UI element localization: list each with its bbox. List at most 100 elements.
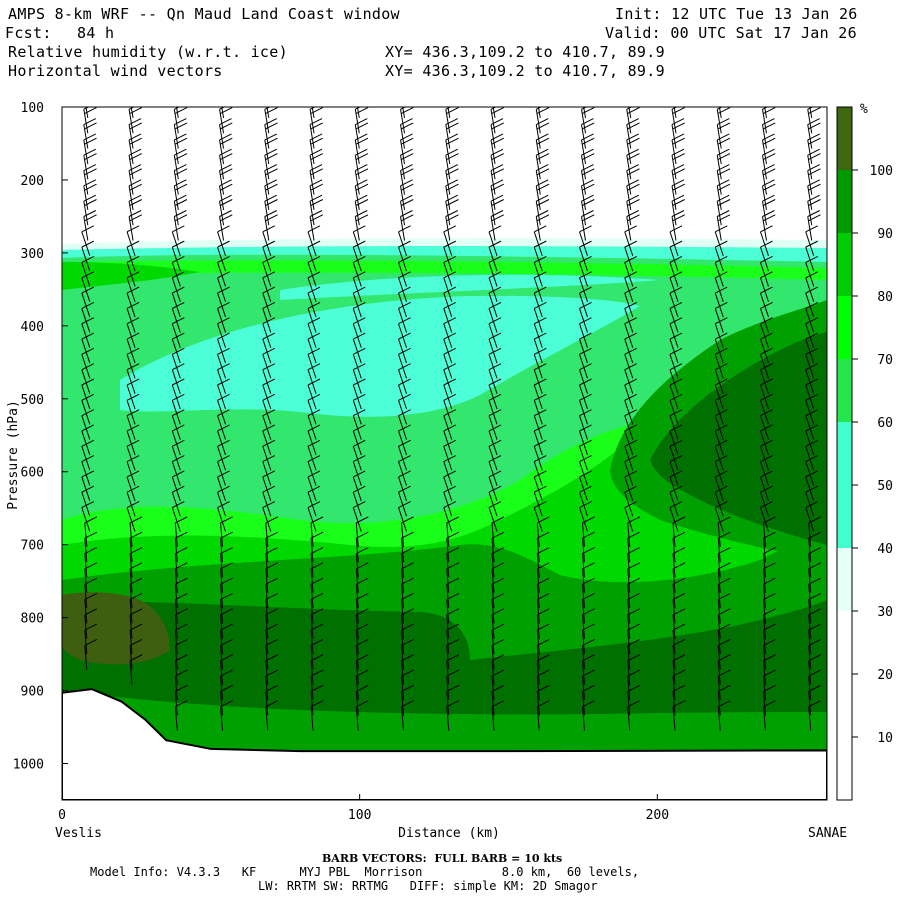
wind-barb-flag <box>217 332 230 340</box>
wind-barb-flag <box>491 700 505 708</box>
wind-barb <box>352 492 362 517</box>
x-axis-label: Distance (km) <box>398 826 500 841</box>
wind-barb-flag <box>128 107 135 110</box>
y-tick-label: 900 <box>21 685 44 700</box>
wind-barb-flag <box>488 363 502 371</box>
wind-barb-flag <box>446 153 459 160</box>
wind-barb-flag <box>172 455 185 463</box>
wind-barb <box>352 262 362 287</box>
wind-barb <box>805 430 815 456</box>
wind-barb-flag <box>718 669 731 677</box>
wind-barb <box>669 292 679 318</box>
wind-barb-flag <box>353 332 366 340</box>
wind-barb-flag <box>219 194 232 202</box>
wind-barb-flag <box>310 684 324 692</box>
wind-barb-flag <box>490 210 504 217</box>
wind-barb <box>533 446 543 471</box>
wind-barb-flag <box>582 593 595 600</box>
wind-barb-flag <box>400 179 413 187</box>
wind-barb-flag <box>356 531 369 539</box>
wind-barb <box>669 308 679 333</box>
wind-barb-flag <box>443 332 456 340</box>
wind-barb-flag <box>582 107 595 115</box>
wind-barb-flag <box>579 301 592 309</box>
wind-barb <box>307 461 317 486</box>
wind-barb-flag <box>672 638 686 646</box>
wind-barb <box>262 492 272 517</box>
wind-barb <box>624 292 634 318</box>
wind-barb-flag <box>536 210 549 217</box>
wind-barb <box>672 660 676 685</box>
wind-barb <box>310 522 314 547</box>
wind-barb-flag <box>356 638 369 646</box>
wind-barb <box>809 107 813 119</box>
wind-barb <box>714 246 724 272</box>
wind-barb-flag <box>84 516 98 524</box>
wind-barb-flag <box>355 107 361 110</box>
wind-barb <box>446 645 450 670</box>
wind-barb <box>762 691 766 716</box>
wind-barb-flag <box>579 317 592 325</box>
wind-barb-flag <box>401 593 414 600</box>
wind-barb <box>582 599 586 624</box>
wind-barb-flag <box>491 638 505 646</box>
wind-barb-flag <box>672 168 685 176</box>
wind-barb-flag <box>220 562 233 570</box>
wind-barb-flag <box>400 107 407 110</box>
wind-barb-flag <box>264 194 278 202</box>
wind-barb-flag <box>627 654 640 662</box>
wind-barb <box>171 476 181 502</box>
wind-barb-flag <box>443 256 456 263</box>
wind-barb-flag <box>307 256 321 263</box>
wind-barb <box>760 231 769 256</box>
colorbar-segment <box>837 611 852 674</box>
wind-barb-flag <box>172 424 185 432</box>
wind-barb-flag <box>582 562 595 570</box>
wind-barb-flag <box>443 455 456 463</box>
wind-barb-flag <box>490 133 504 141</box>
wind-barb <box>81 323 91 348</box>
wind-barb-flag <box>626 133 639 141</box>
wind-barb-flag <box>129 168 143 176</box>
wind-barb-flag <box>718 577 731 585</box>
wind-barb <box>126 292 136 318</box>
wind-barb-flag <box>669 256 683 263</box>
wind-barb-flag <box>491 608 505 616</box>
wind-barb <box>217 354 227 379</box>
wind-barb-flag <box>672 700 686 708</box>
wind-barb-flag <box>219 148 232 156</box>
wind-barb <box>488 277 498 302</box>
wind-barb-flag <box>582 700 595 708</box>
wind-barb <box>81 262 91 287</box>
wind-barb <box>265 599 269 624</box>
wind-barb-flag <box>220 654 233 662</box>
wind-barb-flag <box>579 393 592 401</box>
rh-region-100-plus <box>62 592 170 665</box>
wind-barb-flag <box>534 393 547 401</box>
wind-barb-flag <box>126 409 140 417</box>
wind-barb <box>672 584 676 609</box>
wind-barb-flag <box>262 378 276 386</box>
wind-barb-flag <box>582 608 595 616</box>
wind-barb-flag <box>446 684 459 692</box>
wind-barb <box>262 369 272 394</box>
wind-barb-flag <box>217 363 230 371</box>
wind-barb-flag <box>398 256 411 263</box>
wind-barb <box>81 507 91 532</box>
wind-barb-flag <box>355 210 368 217</box>
wind-barb <box>171 292 181 318</box>
wind-barb <box>717 614 721 639</box>
wind-barb-flag <box>536 122 550 130</box>
wind-barb <box>488 338 498 364</box>
wind-barb-flag <box>174 214 188 222</box>
wind-barb-flag <box>310 654 324 662</box>
wind-barb-flag <box>534 470 547 478</box>
wind-barb <box>808 660 812 685</box>
wind-barb <box>628 107 632 119</box>
wind-barb <box>217 292 227 318</box>
wind-barb <box>624 492 634 517</box>
wind-barb <box>491 630 495 655</box>
wind-barb <box>81 446 91 471</box>
wind-barb <box>129 553 133 578</box>
wind-barb-flag <box>265 122 278 130</box>
